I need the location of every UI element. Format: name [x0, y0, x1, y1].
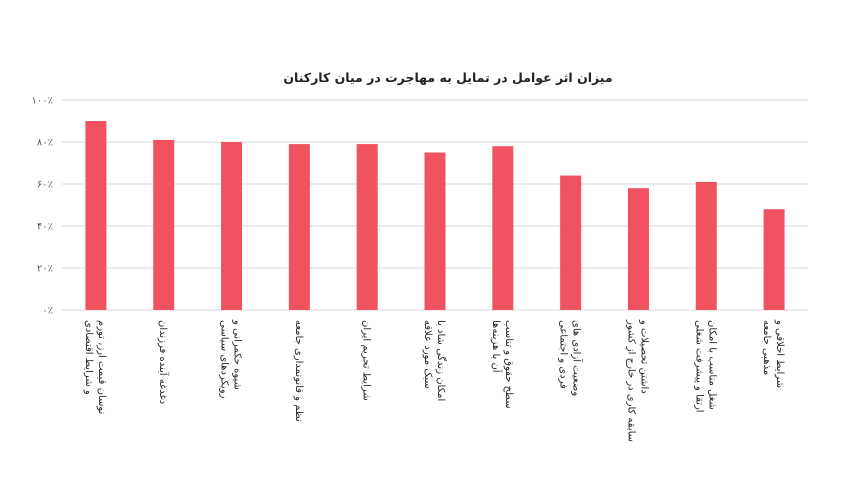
x-tick-label-line: داشتن تحصیلات و [638, 319, 649, 394]
x-tick-label: دغدغه آینده فرزندان [157, 320, 170, 404]
x-tick-label-line: سابقه کاری در خارج از کشور [625, 319, 636, 442]
bar [153, 139, 175, 310]
y-tick-label: ۸۰٪ [37, 138, 53, 149]
y-tick-label: ۶۰٪ [37, 180, 53, 191]
x-tick-label-line: دغدغه آینده فرزندان [157, 320, 170, 404]
y-tick-label: ۴۰٪ [37, 222, 53, 233]
x-tick-label: نوسان قیمت ارز، تورمو شرایط اقتصادی [83, 320, 107, 414]
bar [356, 144, 378, 310]
x-tick-label-line: مذهبی جامعه [761, 320, 772, 375]
x-tick-label-line: سبک مورد علاقه [422, 320, 433, 389]
bar [85, 121, 107, 310]
x-tick-label-line: و شرایط اقتصادی [83, 320, 94, 395]
x-tick-label-line: فردی و اجتماعی [558, 320, 569, 389]
bar [763, 209, 785, 310]
bar [627, 188, 649, 310]
x-tick-label-line: شیوه حکمرانی و [232, 319, 243, 390]
x-tick-label-line: ارتقا و پیشرفت شغلی [693, 320, 704, 413]
bar [695, 181, 717, 310]
x-tick-label-line: نظم و قانونمداری جامعه [293, 320, 304, 422]
y-tick-label: ۲۰٪ [37, 264, 53, 275]
x-tick-label: وضعیت آزادی هایفردی و اجتماعی [558, 320, 584, 396]
x-tick-label-line: سطح حقوق و تناسب [503, 320, 514, 409]
x-tick-label-line: آن با هزینه‌ها [490, 320, 503, 374]
x-tick-label: شرایط تحریم ایران [361, 320, 372, 401]
x-tick-label-line: امکان زندگی شاد با [435, 320, 447, 401]
x-tick-label: شغل مناسب با امکانارتقا و پیشرفت شغلی [693, 320, 717, 413]
y-tick-label: ۰٪ [42, 306, 53, 317]
bar [560, 175, 582, 310]
bar [492, 146, 514, 310]
bars [85, 121, 785, 310]
x-tick-label-line: شرایط تحریم ایران [361, 320, 372, 401]
y-axis-ticks: ۰٪ ۲۰٪ ۴۰٪ ۶۰٪ ۸۰٪ ۱۰۰٪ [32, 96, 53, 317]
x-tick-label: امکان زندگی شاد باسبک مورد علاقه [422, 320, 447, 401]
bar [424, 152, 446, 310]
x-tick-label: داشتن تحصیلات وسابقه کاری در خارج از کشو… [625, 319, 649, 442]
x-tick-label-line: رویکردهای سیاسی [219, 320, 230, 399]
chart-title: میزان اثر عوامل در تمایل به مهاجرت در می… [283, 70, 612, 85]
x-axis-ticks: نوسان قیمت ارز، تورمو شرایط اقتصادی دغدغه… [83, 319, 785, 442]
x-tick-label: نظم و قانونمداری جامعه [293, 320, 304, 422]
x-tick-label: سطح حقوق و تناسبآن با هزینه‌ها [490, 320, 514, 409]
bar [221, 142, 243, 310]
x-tick-label-line: شغل مناسب با امکان [706, 320, 717, 410]
x-tick-label-line: وضعیت آزادی های [571, 320, 584, 396]
y-tick-label: ۱۰۰٪ [32, 96, 53, 107]
x-tick-label-line: نوسان قیمت ارز، تورم [96, 320, 107, 414]
x-tick-label-line: شرایط اخلاقی و [774, 319, 785, 388]
bar [288, 144, 310, 310]
x-tick-label: شرایط اخلاقی ومذهبی جامعه [761, 319, 785, 388]
x-tick-label: شیوه حکمرانی ورویکردهای سیاسی [219, 319, 243, 399]
